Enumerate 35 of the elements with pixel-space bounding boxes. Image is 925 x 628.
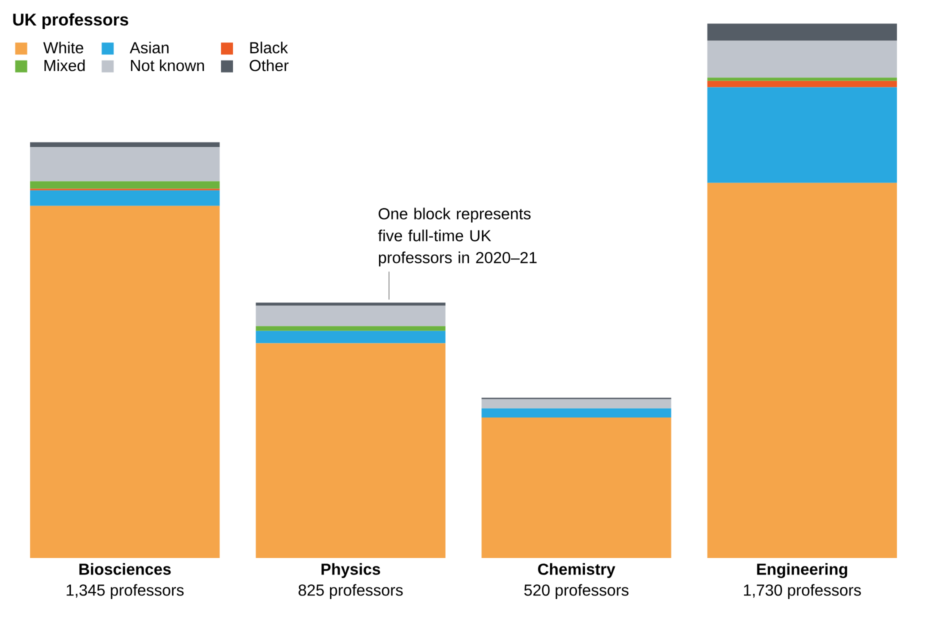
legend-title: UK professors	[13, 13, 128, 29]
bar	[30, 206, 220, 558]
bar	[482, 399, 672, 408]
bar	[30, 190, 220, 206]
text: 1,730 professors	[744, 584, 861, 599]
legend-label: Other	[250, 59, 289, 72]
bar	[482, 417, 672, 558]
bar	[30, 181, 220, 189]
bar	[707, 40, 897, 78]
x-tick-label: Physics	[322, 563, 380, 578]
bar	[707, 24, 897, 41]
bar	[707, 80, 897, 88]
bar	[256, 302, 446, 306]
bar	[482, 408, 672, 418]
legend-label: Asian	[130, 42, 169, 54]
bar	[30, 142, 220, 148]
bar	[30, 147, 220, 182]
legend-label: Black	[250, 42, 288, 54]
bar	[707, 78, 897, 81]
bar	[256, 306, 446, 326]
bar	[256, 326, 446, 331]
x-tick-label: Chemistry	[538, 563, 616, 578]
x-tick-label: Biosciences	[79, 563, 171, 575]
legend-label: Mixed	[44, 59, 85, 72]
x-tick-label: Engineering	[757, 563, 848, 578]
annotation: One block represents five full-time UK professors in 2020–21	[378, 208, 537, 266]
bar	[707, 182, 897, 558]
legend-label: White	[43, 42, 84, 54]
text: 520 professors	[524, 584, 628, 599]
bar	[707, 87, 897, 183]
bar	[256, 343, 446, 558]
legend-label: Not known	[131, 59, 204, 72]
text: 1,345 professors	[66, 584, 184, 599]
text: 825 professors	[298, 584, 403, 599]
bar	[256, 330, 446, 344]
